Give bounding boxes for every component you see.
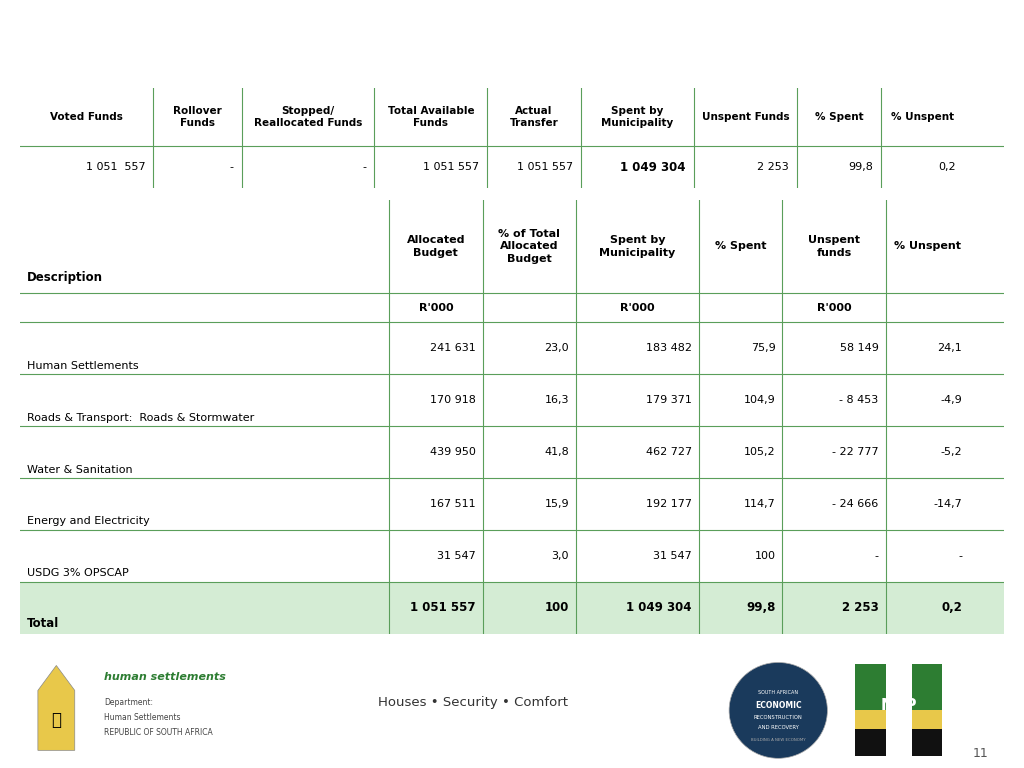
- Text: 99,8: 99,8: [746, 601, 775, 614]
- Text: 241 631: 241 631: [430, 343, 475, 353]
- Text: 3,0: 3,0: [552, 551, 569, 561]
- Text: 1 049 304: 1 049 304: [627, 601, 692, 614]
- Text: -14,7: -14,7: [934, 499, 963, 509]
- Text: -: -: [362, 162, 367, 172]
- Text: - 8 453: - 8 453: [840, 396, 879, 406]
- Circle shape: [729, 663, 827, 758]
- Text: % Unspent: % Unspent: [894, 241, 961, 251]
- Text: 11: 11: [973, 747, 989, 760]
- Text: 58 149: 58 149: [840, 343, 879, 353]
- Text: Human Settlements: Human Settlements: [104, 713, 180, 722]
- Text: REPUBLIC OF SOUTH AFRICA: REPUBLIC OF SOUTH AFRICA: [104, 728, 213, 737]
- Text: - 24 666: - 24 666: [833, 499, 879, 509]
- Text: 2 253: 2 253: [842, 601, 879, 614]
- Bar: [855, 664, 942, 710]
- Text: % Unspent: % Unspent: [891, 112, 954, 122]
- Text: -: -: [229, 162, 233, 172]
- Text: R'000: R'000: [620, 303, 654, 313]
- Text: 31 547: 31 547: [653, 551, 692, 561]
- Bar: [20, 581, 1004, 634]
- Text: -4,9: -4,9: [940, 396, 963, 406]
- Text: % Spent: % Spent: [814, 112, 863, 122]
- Text: 🦅: 🦅: [51, 711, 61, 730]
- Text: human settlements: human settlements: [104, 672, 226, 682]
- Text: Spent by
Municipality: Spent by Municipality: [599, 235, 676, 257]
- Text: Actual
Transfer: Actual Transfer: [510, 106, 558, 128]
- Text: Roads & Transport:  Roads & Stormwater: Roads & Transport: Roads & Stormwater: [28, 412, 255, 422]
- Text: 1 051 557: 1 051 557: [517, 162, 573, 172]
- Text: Unspent Funds: Unspent Funds: [701, 112, 790, 122]
- Bar: [886, 664, 911, 756]
- Text: Stopped/
Reallocated Funds: Stopped/ Reallocated Funds: [254, 106, 362, 128]
- Text: NDP: NDP: [881, 698, 916, 713]
- Text: Allocated
Budget: Allocated Budget: [407, 235, 465, 257]
- Text: -: -: [874, 551, 879, 561]
- Text: 1 051 557: 1 051 557: [411, 601, 475, 614]
- Text: R'000: R'000: [816, 303, 851, 313]
- Text: 100: 100: [755, 551, 775, 561]
- Text: Unspent
funds: Unspent funds: [808, 235, 860, 257]
- Text: Department:: Department:: [104, 697, 153, 707]
- Text: AND RECOVERY: AND RECOVERY: [758, 725, 799, 730]
- Text: 167 511: 167 511: [430, 499, 475, 509]
- Text: 1 051 557: 1 051 557: [424, 162, 479, 172]
- Text: Rollover
Funds: Rollover Funds: [173, 106, 222, 128]
- Text: Water & Sanitation: Water & Sanitation: [28, 465, 133, 475]
- Text: SOUTH AFRICAN: SOUTH AFRICAN: [758, 690, 799, 695]
- Text: 439 950: 439 950: [430, 447, 475, 457]
- Text: -: -: [958, 551, 963, 561]
- Text: 462 727: 462 727: [646, 447, 692, 457]
- Text: 170 918: 170 918: [430, 396, 475, 406]
- Text: Spent by
Municipality: Spent by Municipality: [601, 106, 674, 128]
- Text: 1 049 304: 1 049 304: [621, 161, 686, 174]
- Text: 0,2: 0,2: [941, 601, 963, 614]
- Text: 23,0: 23,0: [545, 343, 569, 353]
- Text: -5,2: -5,2: [941, 447, 963, 457]
- Text: BUILDING A NEW ECONOMY: BUILDING A NEW ECONOMY: [751, 738, 806, 743]
- Text: 114,7: 114,7: [743, 499, 775, 509]
- Text: - 22 777: - 22 777: [833, 447, 879, 457]
- Text: 183 482: 183 482: [646, 343, 692, 353]
- Text: 15,9: 15,9: [545, 499, 569, 509]
- Text: % of Total
Allocated
Budget: % of Total Allocated Budget: [499, 229, 560, 263]
- Text: RECONSTRUCTION: RECONSTRUCTION: [754, 715, 803, 720]
- Text: ECONOMIC: ECONOMIC: [755, 701, 802, 710]
- Text: USDG – Financial performance and Fund utilization  - 2021/22: USDG – Financial performance and Fund ut…: [31, 33, 993, 61]
- Text: 75,9: 75,9: [751, 343, 775, 353]
- Text: 31 547: 31 547: [437, 551, 475, 561]
- Text: 16,3: 16,3: [545, 396, 569, 406]
- Text: 192 177: 192 177: [646, 499, 692, 509]
- Text: 24,1: 24,1: [938, 343, 963, 353]
- Bar: [855, 729, 942, 756]
- Text: Human Settlements: Human Settlements: [28, 361, 139, 371]
- Text: 105,2: 105,2: [743, 447, 775, 457]
- Text: Voted Funds: Voted Funds: [50, 112, 123, 122]
- Text: USDG 3% OPSCAP: USDG 3% OPSCAP: [28, 568, 129, 578]
- Text: Total: Total: [28, 617, 59, 630]
- Text: Description: Description: [28, 271, 103, 284]
- Text: Houses • Security • Comfort: Houses • Security • Comfort: [378, 696, 567, 709]
- Bar: [855, 710, 942, 729]
- Text: 100: 100: [545, 601, 569, 614]
- Text: 179 371: 179 371: [646, 396, 692, 406]
- Text: 104,9: 104,9: [743, 396, 775, 406]
- Text: % Spent: % Spent: [715, 241, 766, 251]
- Text: 41,8: 41,8: [545, 447, 569, 457]
- Text: 1 051  557: 1 051 557: [86, 162, 145, 172]
- Text: R'000: R'000: [419, 303, 454, 313]
- Polygon shape: [38, 665, 75, 750]
- Text: Total Available
Funds: Total Available Funds: [388, 106, 474, 128]
- Text: 0,2: 0,2: [939, 162, 956, 172]
- Text: Energy and Electricity: Energy and Electricity: [28, 516, 151, 526]
- Text: 99,8: 99,8: [848, 162, 872, 172]
- Text: 2030: 2030: [885, 676, 912, 686]
- Text: 2 253: 2 253: [758, 162, 790, 172]
